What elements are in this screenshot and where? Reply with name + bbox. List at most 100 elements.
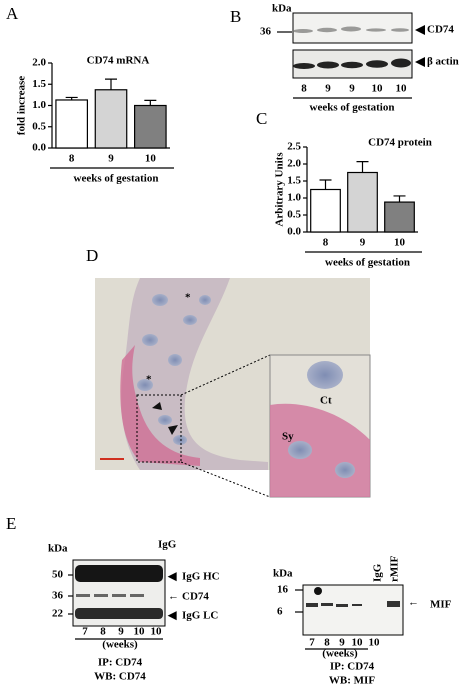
y-tick-label: 1.5: [32, 78, 46, 90]
arrow: ◀: [167, 610, 177, 622]
band: [75, 565, 163, 582]
y-tick-label: 2.5: [287, 141, 301, 153]
bar: [347, 171, 378, 233]
bar: [94, 89, 128, 149]
bar: [310, 188, 341, 233]
chart-title: CD74 mRNA: [87, 55, 150, 67]
band: [75, 608, 163, 619]
annotation: Ct: [320, 395, 332, 407]
x-tick-label: 8: [69, 153, 75, 165]
bands: [293, 58, 411, 69]
lane-label: 10: [134, 626, 146, 638]
lane-label: 10: [151, 626, 163, 638]
bar: [55, 99, 89, 149]
lane-label: 8: [100, 626, 106, 638]
x-axis-title: weeks of gestation: [310, 102, 395, 114]
wb-label: WB: CD74: [94, 671, 146, 683]
x-tick-label: 9: [108, 153, 114, 165]
y-axis-title: fold increase: [16, 76, 28, 135]
marker-label: 36: [52, 590, 64, 602]
bar: [134, 104, 167, 149]
arrowhead: [415, 57, 425, 67]
ip-label: IP: CD74: [330, 661, 375, 673]
tissue: [121, 278, 268, 470]
unit-label: kDa: [273, 568, 293, 580]
unit-label: kDa: [48, 543, 68, 555]
arrow: ←: [168, 591, 179, 603]
arrowhead: [415, 25, 425, 35]
lane-label: 9: [339, 637, 345, 649]
band-label: IgG LC: [182, 610, 218, 622]
error-bar: [319, 179, 332, 190]
band-label: MIF: [430, 599, 452, 611]
band-label: IgG HC: [182, 571, 220, 583]
x-tick-label: 9: [360, 237, 366, 249]
marker-label: 50: [52, 569, 64, 581]
annotation: Sy: [282, 431, 294, 443]
band-label: CD74: [182, 591, 209, 603]
error-bar: [356, 161, 369, 173]
x-tick-label: 10: [145, 153, 157, 165]
panel-label: C: [256, 109, 267, 128]
lane-label: 9: [349, 83, 355, 95]
x-axis-title: weeks of gestation: [325, 257, 410, 269]
marker-label: 36: [260, 26, 272, 38]
panel-label: B: [230, 7, 241, 26]
band-label: β actin: [427, 56, 459, 68]
stain: [120, 345, 200, 466]
error-bar: [105, 78, 117, 90]
nuclei: [288, 361, 355, 478]
y-tick-label: 0.5: [287, 209, 301, 221]
x-axis-title: weeks of gestation: [74, 173, 159, 185]
panel-label: A: [6, 4, 19, 23]
marker-label: 6: [277, 606, 283, 618]
band-label: CD74: [427, 24, 454, 36]
bands: [306, 601, 400, 607]
lane-label: 10: [352, 637, 364, 649]
spot: [314, 587, 322, 595]
y-axis-title: Arbitrary Units: [274, 152, 286, 227]
lane-label: 10: [369, 637, 381, 649]
lane-label: 10: [372, 83, 384, 95]
y-tick-label: 1.0: [287, 192, 301, 204]
y-tick-label: 2.0: [287, 158, 301, 170]
x-tick-label: 10: [394, 237, 406, 249]
bands: [293, 26, 409, 33]
unit-label: kDa: [272, 3, 292, 15]
arrow: ←: [408, 597, 419, 609]
bands: [76, 594, 144, 597]
lane-label: 7: [82, 626, 88, 638]
marker-label: 16: [277, 584, 289, 596]
y-tick-label: 1.5: [287, 175, 301, 187]
control-label: IgG: [158, 539, 177, 551]
panel-label: D: [86, 246, 98, 265]
lane-label: 10: [396, 83, 408, 95]
ip-label: IP: CD74: [98, 657, 143, 669]
lane-label: 8: [301, 83, 307, 95]
bar: [384, 201, 415, 233]
y-tick-label: 0.0: [32, 142, 46, 154]
zoom-line: [180, 354, 271, 396]
lane-label: 7: [309, 637, 315, 649]
wb-label: WB: MIF: [329, 675, 375, 687]
lane-note: (weeks): [322, 648, 358, 660]
arrow: ◀: [167, 571, 177, 583]
error-bar: [144, 99, 157, 106]
lane-label: 8: [324, 637, 330, 649]
error-bar: [65, 96, 78, 100]
lane-label: 9: [118, 626, 124, 638]
lane-label: 9: [325, 83, 331, 95]
arrowheads: [152, 402, 178, 435]
lane-note: (weeks): [102, 639, 138, 651]
y-tick-label: 0.0: [287, 226, 301, 238]
marker-label: 22: [52, 608, 64, 620]
nuclei: [137, 294, 211, 445]
y-tick-label: 2.0: [32, 57, 46, 69]
zoom-box: [136, 394, 182, 463]
annotation: *: [185, 292, 191, 304]
panel-label: E: [6, 514, 16, 533]
x-tick-label: 8: [323, 237, 329, 249]
chart-title: CD74 protein: [368, 137, 432, 149]
y-tick-label: 0.5: [32, 120, 46, 132]
